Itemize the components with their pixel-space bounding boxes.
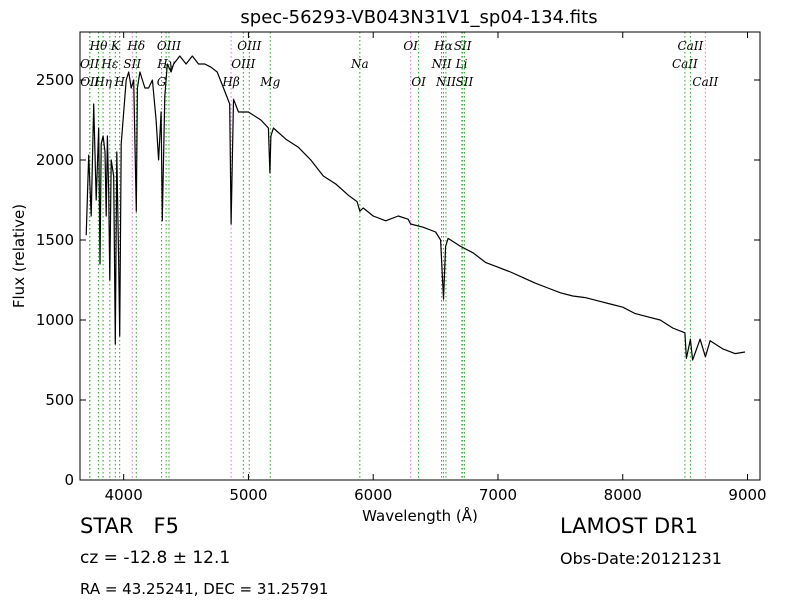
spectrum-line [85, 55, 746, 361]
y-tick-label: 1000 [36, 311, 74, 329]
line-marker-label: NII [431, 57, 452, 71]
x-tick-label: 4000 [105, 486, 143, 504]
x-axis-ticks: 4000 5000 6000 7000 8000 9000 [105, 32, 767, 504]
line-marker-label: Hη [93, 75, 112, 89]
line-marker-label: Hβ [221, 75, 239, 89]
line-marker-label: SII [123, 57, 141, 71]
survey-name: LAMOST DR1 [560, 514, 699, 538]
line-marker-label: Hε [100, 57, 118, 71]
plot-frame [79, 31, 761, 481]
x-tick-label: 8000 [604, 486, 642, 504]
ra-dec-coordinates: RA = 43.25241, DEC = 31.25791 [80, 580, 329, 598]
x-tick-label: 7000 [479, 486, 517, 504]
y-tick-label: 2000 [36, 151, 74, 169]
line-marker-label: Hδ [126, 39, 145, 53]
spectral-line-markers: HθHηOIIOIIHεKHSIIHδGHγOIIIHβOIIIOIIIMgNa… [80, 32, 719, 480]
line-marker-label: Li [455, 57, 468, 71]
line-marker-label: Mg [259, 75, 280, 89]
line-marker-label: OIII [231, 57, 255, 71]
y-tick-label: 500 [45, 391, 74, 409]
line-marker-label: H [113, 75, 125, 89]
line-marker-label: NII [435, 75, 456, 89]
line-marker-label: OI [411, 75, 426, 89]
x-axis-label: Wavelength (Å) [362, 506, 478, 525]
line-marker-label: SII [456, 75, 474, 89]
spectrum-series [85, 55, 746, 361]
line-marker-label: CaII [672, 57, 698, 71]
line-marker-label: G [157, 75, 167, 89]
line-marker-label: OIII [237, 39, 261, 53]
line-marker-label: SII [454, 39, 472, 53]
line-marker-label: Na [350, 57, 369, 71]
x-tick-label: 9000 [728, 486, 766, 504]
y-axis-label: Flux (relative) [10, 204, 28, 308]
x-tick-label: 6000 [354, 486, 392, 504]
observation-date: Obs-Date:20121231 [560, 549, 722, 568]
redshift-cz: cz = -12.8 ± 12.1 [80, 548, 231, 568]
y-tick-label: 0 [64, 471, 74, 489]
y-axis-ticks: 0 500 1000 1500 2000 2500 [36, 71, 760, 489]
line-marker-label: CaII [692, 75, 718, 89]
line-marker-label: Hα [433, 39, 453, 53]
y-tick-label: 1500 [36, 231, 74, 249]
line-marker-label: OII [80, 75, 100, 89]
line-marker-label: OI [403, 39, 418, 53]
line-marker-label: Hγ [156, 57, 175, 71]
line-marker-label: K [110, 39, 121, 53]
line-marker-label: CaII [677, 39, 703, 53]
chart-title: spec-56293-VB043N31V1_sp04-134.fits [240, 7, 597, 28]
line-marker-label: OIII [157, 39, 181, 53]
object-type: STAR F5 [80, 514, 179, 538]
line-marker-label: Hθ [89, 39, 108, 53]
x-tick-label: 5000 [229, 486, 267, 504]
y-tick-label: 2500 [36, 71, 74, 89]
